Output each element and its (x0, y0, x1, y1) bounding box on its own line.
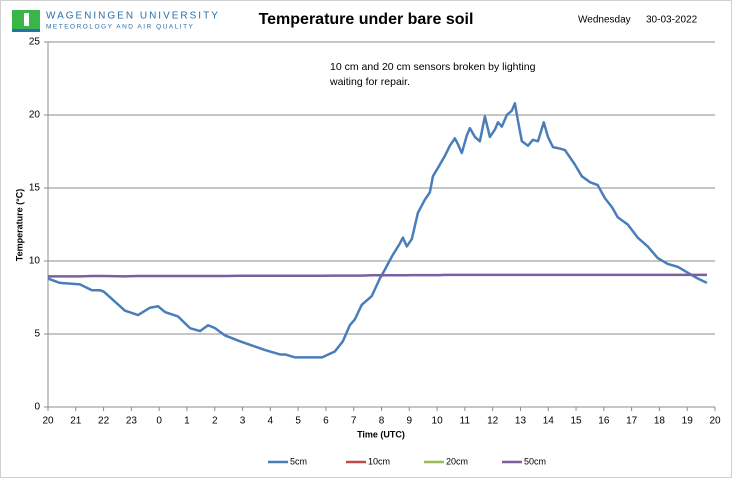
logo-bar (12, 29, 40, 32)
x-tick-label: 8 (379, 416, 385, 427)
x-tick-label: 0 (156, 416, 162, 427)
x-tick-label: 5 (295, 416, 301, 427)
y-tick-label: 5 (34, 329, 40, 340)
legend-label: 10cm (368, 456, 390, 466)
annotation: waiting for repair. (329, 76, 410, 88)
y-tick-label: 15 (29, 183, 41, 194)
x-tick-label: 12 (487, 416, 499, 427)
x-tick-label: 3 (240, 416, 246, 427)
x-tick-label: 1 (184, 416, 190, 427)
series-line (47, 102, 708, 359)
x-tick-label: 13 (515, 416, 527, 427)
x-tick-label: 15 (570, 416, 582, 427)
x-tick-label: 16 (598, 416, 610, 427)
x-tick-label: 6 (323, 416, 329, 427)
x-tick-label: 20 (42, 416, 54, 427)
x-axis-label: Time (UTC) (357, 429, 405, 439)
x-tick-label: 17 (626, 416, 638, 427)
x-tick-label: 19 (682, 416, 694, 427)
weekday: Wednesday (578, 15, 631, 26)
x-tick-label: 14 (543, 416, 555, 427)
x-tick-label: 23 (126, 416, 138, 427)
y-tick-label: 20 (29, 110, 41, 121)
logo-mark (24, 13, 29, 26)
chart-title: Temperature under bare soil (259, 11, 474, 28)
x-tick-label: 11 (460, 416, 471, 427)
y-tick-label: 0 (34, 402, 40, 413)
org-name: WAGENINGEN UNIVERSITY (46, 11, 220, 22)
legend-label: 20cm (446, 456, 468, 466)
legend-label: 50cm (524, 456, 546, 466)
y-tick-label: 10 (29, 256, 41, 267)
logo (12, 10, 40, 32)
annotation: 10 cm and 20 cm sensors broken by lighti… (330, 61, 536, 73)
date: 30-03-2022 (646, 15, 698, 26)
legend-label: 5cm (290, 456, 307, 466)
series-line (48, 273, 707, 278)
x-tick-label: 10 (432, 416, 444, 427)
x-tick-label: 20 (709, 416, 721, 427)
x-tick-label: 18 (654, 416, 666, 427)
x-tick-label: 2 (212, 416, 218, 427)
y-axis-label: Temperature (°C) (14, 189, 24, 261)
org-dept: METEOROLOGY AND AIR QUALITY (46, 24, 194, 31)
y-tick-label: 25 (29, 37, 41, 48)
x-tick-label: 7 (351, 416, 357, 427)
x-tick-label: 4 (268, 416, 274, 427)
x-tick-label: 22 (98, 416, 110, 427)
x-tick-label: 9 (407, 416, 413, 427)
x-tick-label: 21 (70, 416, 82, 427)
